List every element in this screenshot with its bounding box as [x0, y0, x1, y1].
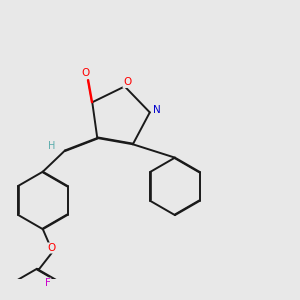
Text: O: O	[48, 243, 56, 253]
Text: O: O	[82, 68, 90, 77]
Text: N: N	[153, 105, 161, 115]
Text: H: H	[47, 141, 55, 152]
Text: O: O	[123, 77, 131, 88]
Text: F: F	[45, 278, 51, 288]
